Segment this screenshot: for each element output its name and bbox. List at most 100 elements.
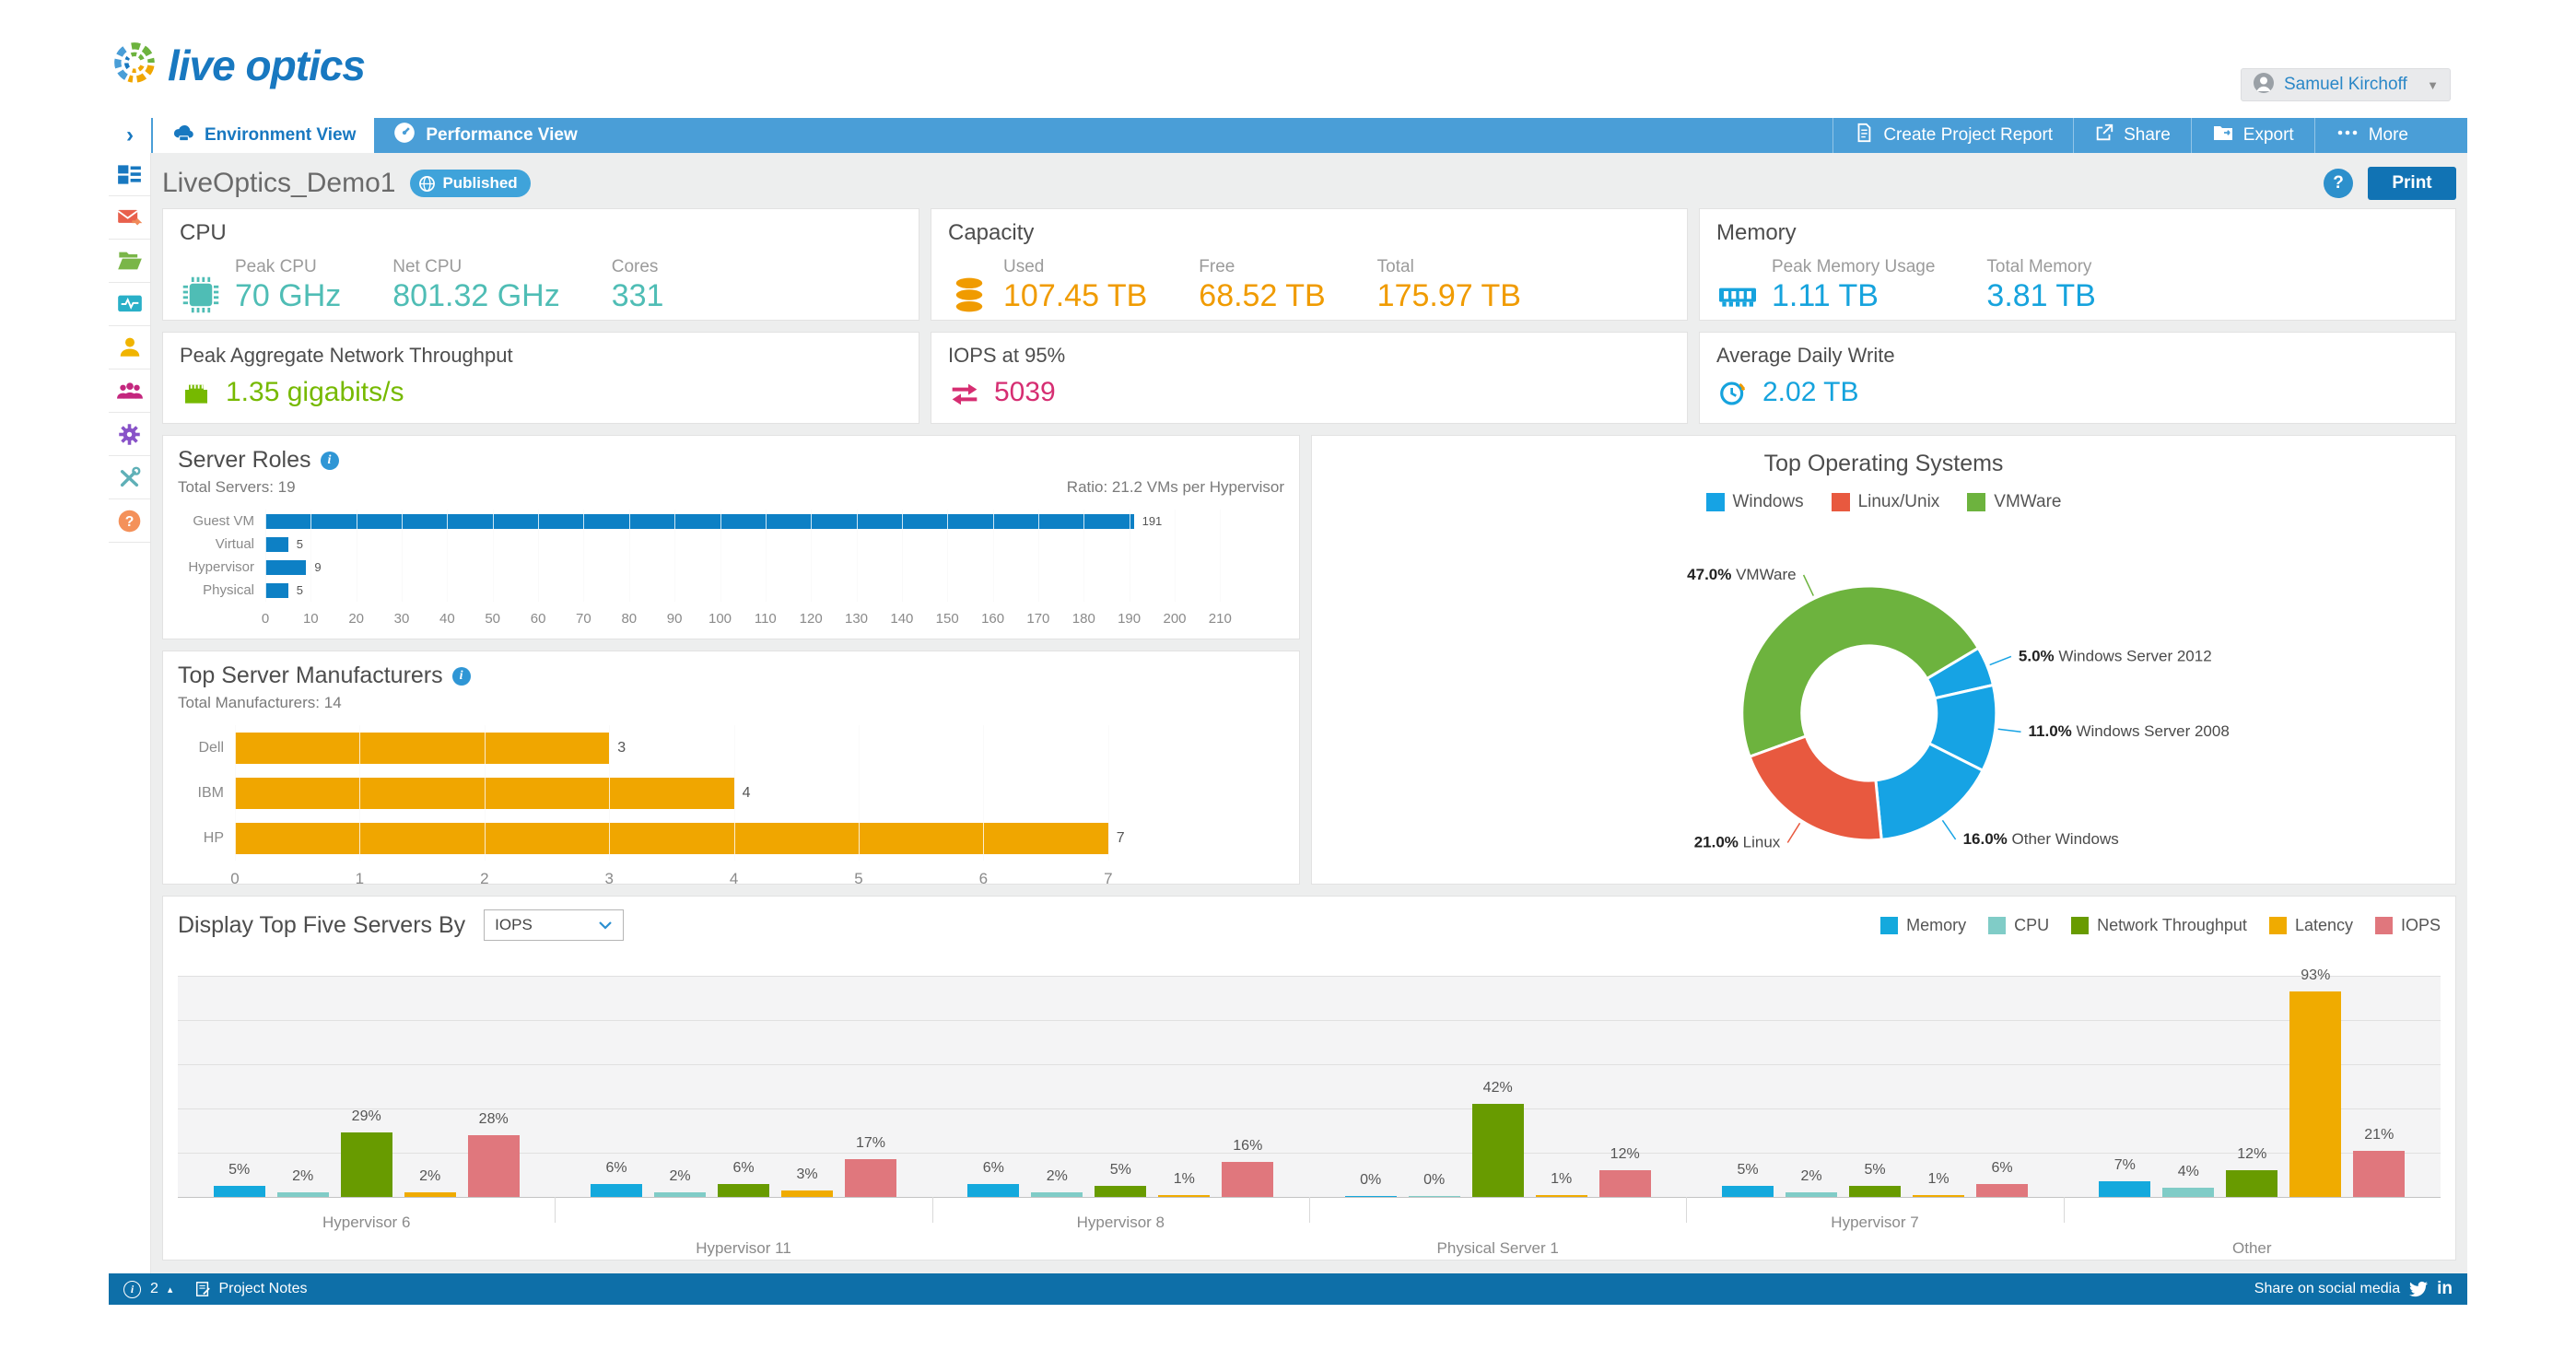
category-label: Physical <box>203 582 254 598</box>
info-icon[interactable]: i <box>451 666 471 686</box>
bar-value: 2% <box>1800 1168 1822 1185</box>
print-button[interactable]: Print <box>2368 167 2456 200</box>
category-label: Dell <box>198 740 224 756</box>
bar-value: 4 <box>742 785 751 801</box>
os-chart-title: Top Operating Systems <box>1763 451 2004 476</box>
settings-icon[interactable] <box>109 413 150 456</box>
metric: Used 107.45 TB <box>1003 257 1148 313</box>
axis-tick: 210 <box>1208 611 1232 627</box>
capacity-card: Capacity Used 107.45 TB Free 68.52 TB Tota… <box>931 208 1688 321</box>
bar-value: 2% <box>419 1168 441 1185</box>
bar <box>591 1183 642 1197</box>
bar-value: 191 <box>1142 514 1163 528</box>
card-title: IOPS at 95% <box>948 344 1066 367</box>
category-label: IBM <box>197 785 224 801</box>
user-icon[interactable] <box>109 326 150 369</box>
donut-label: 5.0% Windows Server 2012 <box>2019 647 2212 664</box>
app: live optics Samuel Kirchoff ▼ › Environm… <box>109 0 2467 1305</box>
nav-bar: › Environment View Performance View Crea… <box>109 118 2467 153</box>
export-button[interactable]: Export <box>2190 118 2314 153</box>
tab-label: Environment View <box>205 125 357 145</box>
linkedin-icon[interactable]: in <box>2437 1279 2453 1298</box>
metric: 1.35 gigabits/s <box>226 377 404 407</box>
network-throughput-card: Peak Aggregate Network Throughput 1.35 g… <box>162 332 919 424</box>
bar-value: 2% <box>292 1168 314 1185</box>
bar-value: 93% <box>2301 967 2331 983</box>
legend-item: Network Throughput <box>2071 916 2247 935</box>
cloud-icon <box>171 121 195 150</box>
folder-icon[interactable] <box>109 240 150 283</box>
twitter-icon[interactable] <box>2409 1280 2429 1298</box>
group-icon[interactable] <box>109 369 150 413</box>
total-servers-label: Total Servers: 19 <box>178 478 296 496</box>
bar-value: 21% <box>2364 1126 2395 1143</box>
card-title: Peak Aggregate Network Throughput <box>180 344 513 367</box>
bar-value: 0% <box>1360 1171 1382 1188</box>
iops-card: IOPS at 95% 5039 <box>931 332 1688 424</box>
project-notes-button[interactable]: Project Notes <box>194 1281 307 1297</box>
metric: Peak CPU 70 GHz <box>235 257 342 313</box>
axis-tick: 30 <box>393 611 410 627</box>
info-icon[interactable]: i <box>123 1280 141 1298</box>
axis-tick: 20 <box>348 611 365 627</box>
legend-item: CPU <box>1988 916 2049 935</box>
axis-tick: 0 <box>261 611 270 627</box>
user-menu[interactable]: Samuel Kirchoff ▼ <box>2241 68 2451 101</box>
bar-value: 42% <box>1482 1080 1513 1096</box>
main-content: LiveOptics_Demo1 Published ? Print CPU <box>151 153 2467 1273</box>
bar-value: 6% <box>1991 1159 2013 1176</box>
legend-item: VMWare <box>1967 492 2062 512</box>
bar-value: 1% <box>1927 1170 1950 1187</box>
footer-bar: i 2 ▴ Project Notes Share on social medi… <box>109 1273 2467 1305</box>
bar <box>1408 1195 1460 1197</box>
top5-chart: 5% 2% 29% 2% 28% Hypervisor 6 6% 2% 6% 3% 17% Hyper… <box>178 948 2441 1271</box>
notes-label: Project Notes <box>218 1281 308 1296</box>
bar-value: 2% <box>669 1168 691 1185</box>
select-value: IOPS <box>495 916 533 933</box>
bar <box>1535 1194 1587 1197</box>
share-icon <box>2094 123 2114 148</box>
top5-metric-select[interactable]: IOPS <box>484 909 625 941</box>
bar <box>654 1192 706 1197</box>
bar <box>340 1132 392 1197</box>
bar <box>1598 1170 1651 1197</box>
create-project-report-button[interactable]: Create Project Report <box>1832 118 2073 153</box>
svg-text:?: ? <box>125 514 135 530</box>
axis-tick: 100 <box>708 611 732 627</box>
transfer-arrows-icon <box>948 377 981 408</box>
sidebar: ? <box>109 153 151 1273</box>
help-button[interactable]: ? <box>2324 169 2353 198</box>
dashboard-icon[interactable] <box>109 153 150 196</box>
bar <box>1722 1186 1774 1197</box>
axis-tick: 130 <box>844 611 869 627</box>
tab-performance-view[interactable]: Performance View <box>374 118 595 153</box>
more-button[interactable]: More <box>2313 118 2429 153</box>
axis-tick: 180 <box>1071 611 1095 627</box>
ethernet-icon <box>180 377 213 408</box>
user-name: Samuel Kirchoff <box>2284 75 2407 94</box>
server-roles-card: Server Roles i Total Servers: 19 Ratio: … <box>162 435 1300 639</box>
bar-value: 0% <box>1423 1171 1446 1188</box>
avatar <box>2253 72 2275 99</box>
legend-item: Linux/Unix <box>1831 492 1939 512</box>
sidebar-expander-button[interactable]: › <box>109 118 151 153</box>
mail-icon[interactable] <box>109 196 150 240</box>
donut-label: 47.0% VMWare <box>1687 566 1796 583</box>
help-icon[interactable]: ? <box>109 499 150 543</box>
chevron-down-icon: ▼ <box>2427 77 2439 92</box>
bar <box>1158 1194 1211 1197</box>
database-icon <box>948 274 990 314</box>
metric: 5039 <box>994 377 1056 407</box>
axis-tick: 1 <box>355 870 365 887</box>
tools-icon[interactable] <box>109 456 150 499</box>
bar-value: 6% <box>732 1159 755 1176</box>
share-button[interactable]: Share <box>2073 118 2191 153</box>
metric: Total 175.97 TB <box>1376 257 1521 313</box>
top5-title: Display Top Five Servers By <box>178 911 466 938</box>
server-roles-title: Server Roles <box>178 447 311 473</box>
metric: Peak Memory Usage 1.11 TB <box>1772 257 1936 313</box>
info-icon[interactable]: i <box>320 451 339 470</box>
activity-icon[interactable] <box>109 283 150 326</box>
tab-environment-view[interactable]: Environment View <box>153 118 375 153</box>
caret-up-icon[interactable]: ▴ <box>167 1284 173 1296</box>
